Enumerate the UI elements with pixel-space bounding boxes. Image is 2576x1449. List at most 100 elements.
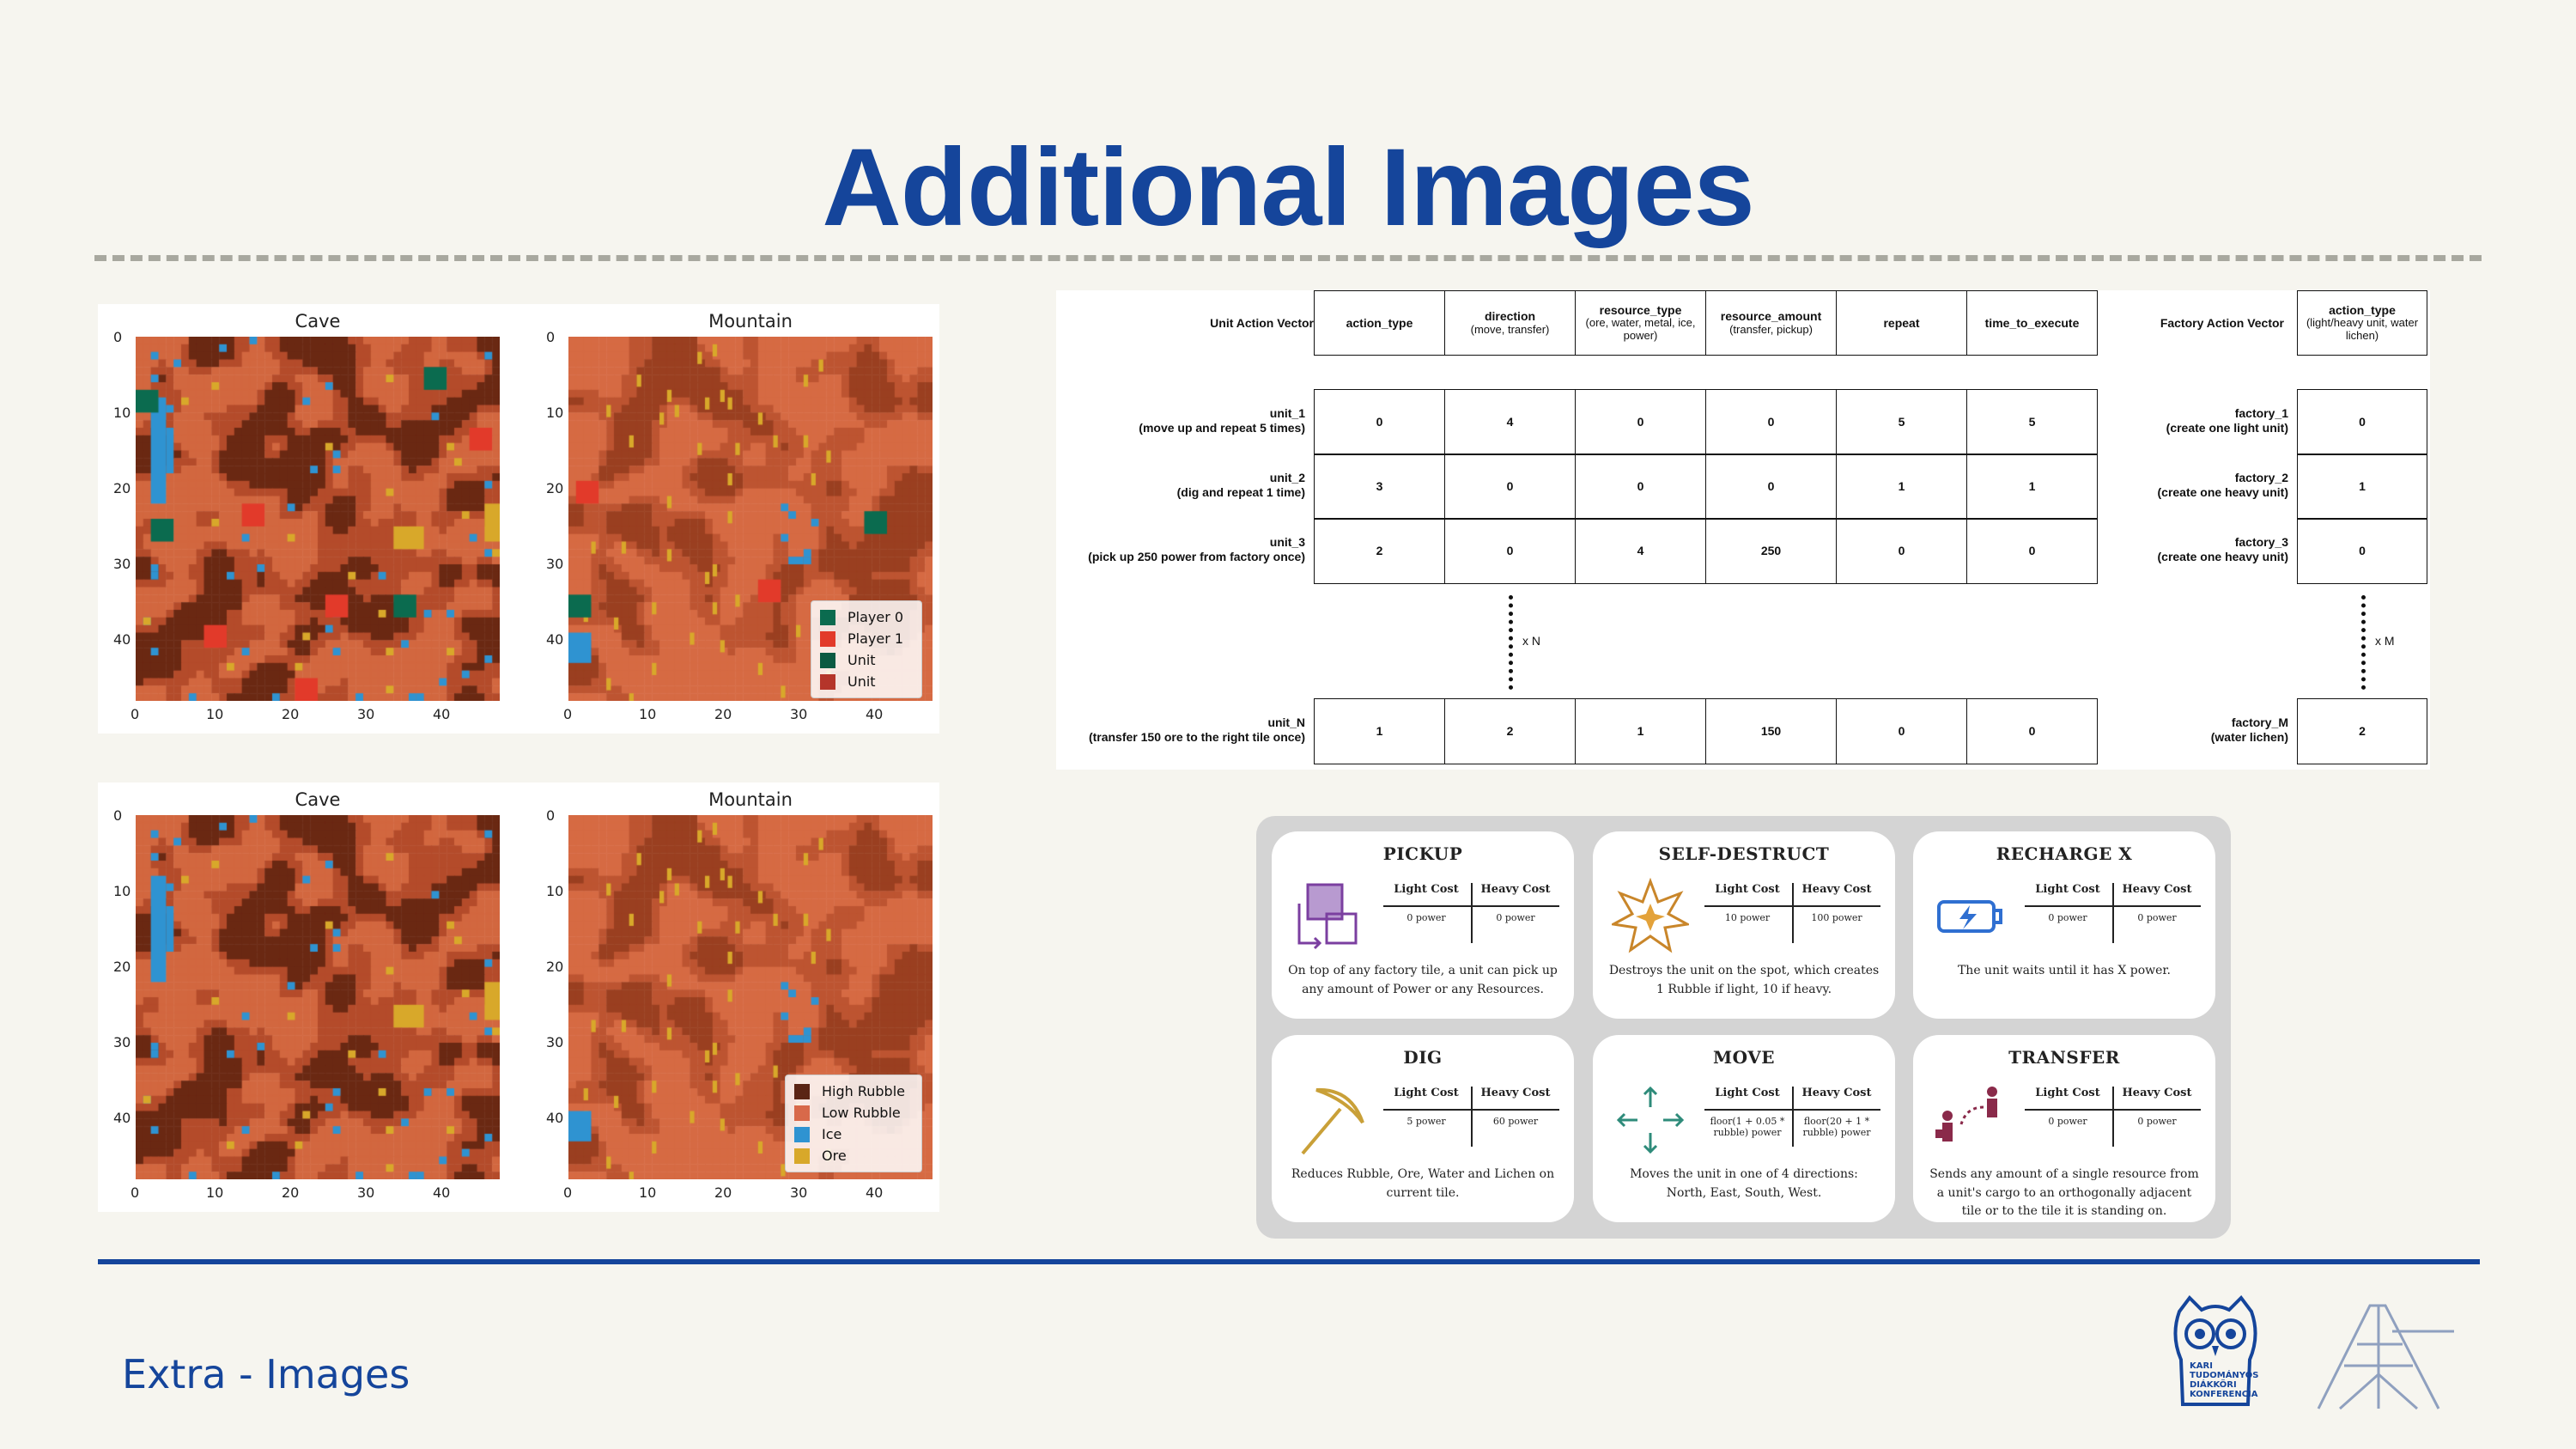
x-tick-label: 0	[563, 706, 573, 722]
light-cost-label: Light Cost	[2035, 1087, 2100, 1099]
legend-item: Unit	[820, 671, 913, 692]
y-tick-label: 20	[113, 480, 131, 496]
legend-item: Ice	[794, 1123, 913, 1145]
column-header: action_type	[1314, 290, 1445, 356]
transfer-icon	[1932, 1081, 2009, 1159]
footer-divider	[98, 1259, 2480, 1264]
legend-swatch	[820, 652, 835, 668]
factory-multiplier: x M	[2375, 634, 2395, 648]
legend-label: Low Rubble	[822, 1105, 901, 1121]
slide-title: Additional Images	[822, 126, 1754, 249]
legend-label: Unit	[848, 673, 876, 690]
heavy-cost-label: Heavy Cost	[2122, 883, 2192, 896]
unit-value-cell: 4	[1444, 389, 1576, 455]
y-tick-label: 30	[113, 556, 131, 572]
heavy-cost-label: Heavy Cost	[2122, 1087, 2192, 1099]
heavy-cost-value: 100 power	[1811, 912, 1862, 923]
x-tick-label: 0	[563, 1184, 573, 1201]
light-cost-value: 5 power	[1406, 1116, 1446, 1127]
unit-value-cell: 0	[1705, 389, 1837, 455]
legend-swatch	[820, 609, 835, 625]
map-panel-top: Cave Mountain 0 10 20 30 40 0 10 20 30 40 0 10 20 30 4…	[98, 304, 939, 734]
heavy-cost-label: Heavy Cost	[1480, 1087, 1551, 1099]
card-description: The unit waits until it has X power.	[1957, 964, 2172, 977]
column-header: time_to_execute	[1966, 290, 2098, 356]
unit-value-cell: 0	[1966, 518, 2098, 584]
logo-text-line: KARI	[2190, 1361, 2213, 1371]
legend-swatch	[794, 1105, 810, 1121]
unit-value-cell: 0	[1575, 454, 1706, 520]
cost-table: Light Cost Heavy Cost floor(1 + 0.05 * rub…	[1704, 1087, 1880, 1147]
y-tick-label: 40	[546, 1110, 564, 1126]
legend-item: Player 1	[820, 628, 913, 649]
unit-action-vector-label: Unit Action Vector	[1210, 316, 1314, 330]
y-tick-label: 0	[113, 807, 123, 824]
x-tick-label: 30	[357, 706, 375, 722]
unit-value-cell: 0	[1444, 454, 1576, 520]
light-cost-label: Light Cost	[2035, 883, 2100, 896]
mountain-map-title: Mountain	[708, 789, 793, 810]
x-tick-label: 30	[790, 1184, 808, 1201]
y-tick-label: 0	[113, 329, 123, 345]
legend-label: High Rubble	[822, 1083, 905, 1099]
factory-row-label: factory_1 (create one light unit)	[2166, 406, 2288, 435]
card-description: Reduces Rubble, Ore, Water and Lichen on…	[1291, 1167, 1555, 1200]
y-tick-label: 20	[546, 480, 564, 496]
light-cost-value: 0 power	[2048, 912, 2087, 923]
legend-swatch	[794, 1148, 810, 1164]
action-card-dig: DIG Light Cost Heavy Cost 5 power 60 power Re…	[1272, 1035, 1574, 1222]
legend-item: Ore	[794, 1145, 913, 1166]
cost-table: Light Cost Heavy Cost 0 power 0 power	[2025, 1087, 2201, 1147]
light-cost-label: Light Cost	[1715, 1087, 1780, 1099]
light-cost-label: Light Cost	[1715, 883, 1780, 896]
x-tick-label: 0	[131, 1184, 140, 1201]
light-cost-label: Light Cost	[1394, 883, 1459, 896]
y-tick-label: 20	[546, 959, 564, 975]
unit-value-cell: 3	[1314, 454, 1445, 520]
y-tick-label: 40	[113, 1110, 131, 1126]
unit-value-cell: 0	[1444, 518, 1576, 584]
heavy-cost-label: Heavy Cost	[1480, 883, 1551, 896]
x-tick-label: 40	[433, 706, 451, 722]
unit-value-cell: 150	[1705, 698, 1837, 764]
factory-column-header: action_type (light/heavy unit, water lich…	[2297, 290, 2427, 356]
legend-label: Ice	[822, 1126, 842, 1142]
action-card-recharge-x: RECHARGE X Light Cost Heavy Cost 0 power 0 p…	[1913, 831, 2215, 1019]
unit-value-cell: 0	[1966, 698, 2098, 764]
card-title: SELF-DESTRUCT	[1658, 843, 1830, 864]
x-tick-label: 40	[866, 1184, 884, 1201]
cost-table: Light Cost Heavy Cost 5 power 60 power	[1383, 1087, 1559, 1147]
y-tick-label: 40	[113, 631, 131, 648]
heavy-cost-value: 0 power	[1496, 912, 1535, 923]
light-cost-value: 0 power	[2048, 1116, 2087, 1127]
explosion-icon	[1609, 877, 1692, 955]
x-tick-label: 0	[131, 706, 140, 722]
legend-swatch	[794, 1126, 810, 1142]
map-legend: High Rubble Low Rubble Ice Ore	[785, 1075, 922, 1172]
x-tick-label: 40	[866, 706, 884, 722]
unit-row-label: unit_2 (dig and repeat 1 time)	[1176, 471, 1305, 499]
unit-value-cell: 250	[1705, 518, 1837, 584]
unit-value-cell: 0	[1836, 518, 1967, 584]
footer-label: Extra - Images	[122, 1351, 410, 1397]
x-tick-label: 10	[639, 706, 657, 722]
title-divider	[94, 255, 2482, 261]
y-tick-label: 10	[546, 883, 564, 899]
x-tick-label: 20	[714, 1184, 732, 1201]
column-header: repeat	[1836, 290, 1967, 356]
x-tick-label: 10	[206, 706, 224, 722]
y-tick-label: 30	[546, 1034, 564, 1050]
heavy-cost-label: Heavy Cost	[1801, 1087, 1872, 1099]
factory-value-cell: 0	[2297, 518, 2427, 584]
unit-value-cell: 1	[1575, 698, 1706, 764]
x-tick-label: 40	[433, 1184, 451, 1201]
pickup-icon	[1291, 878, 1368, 955]
unit-value-cell: 0	[1575, 389, 1706, 455]
unit-multiplier: x N	[1522, 634, 1540, 648]
action-card-move: MOVE Light Cost Heavy Cost floor(1 + 0.05 *…	[1593, 1035, 1895, 1222]
heavy-cost-value: floor(20 + 1 * rubble) power	[1802, 1116, 1871, 1138]
logo-text-line: DIÁKKÖRI	[2190, 1378, 2237, 1390]
legend-swatch	[794, 1083, 810, 1099]
mountain-map-title: Mountain	[708, 311, 793, 332]
